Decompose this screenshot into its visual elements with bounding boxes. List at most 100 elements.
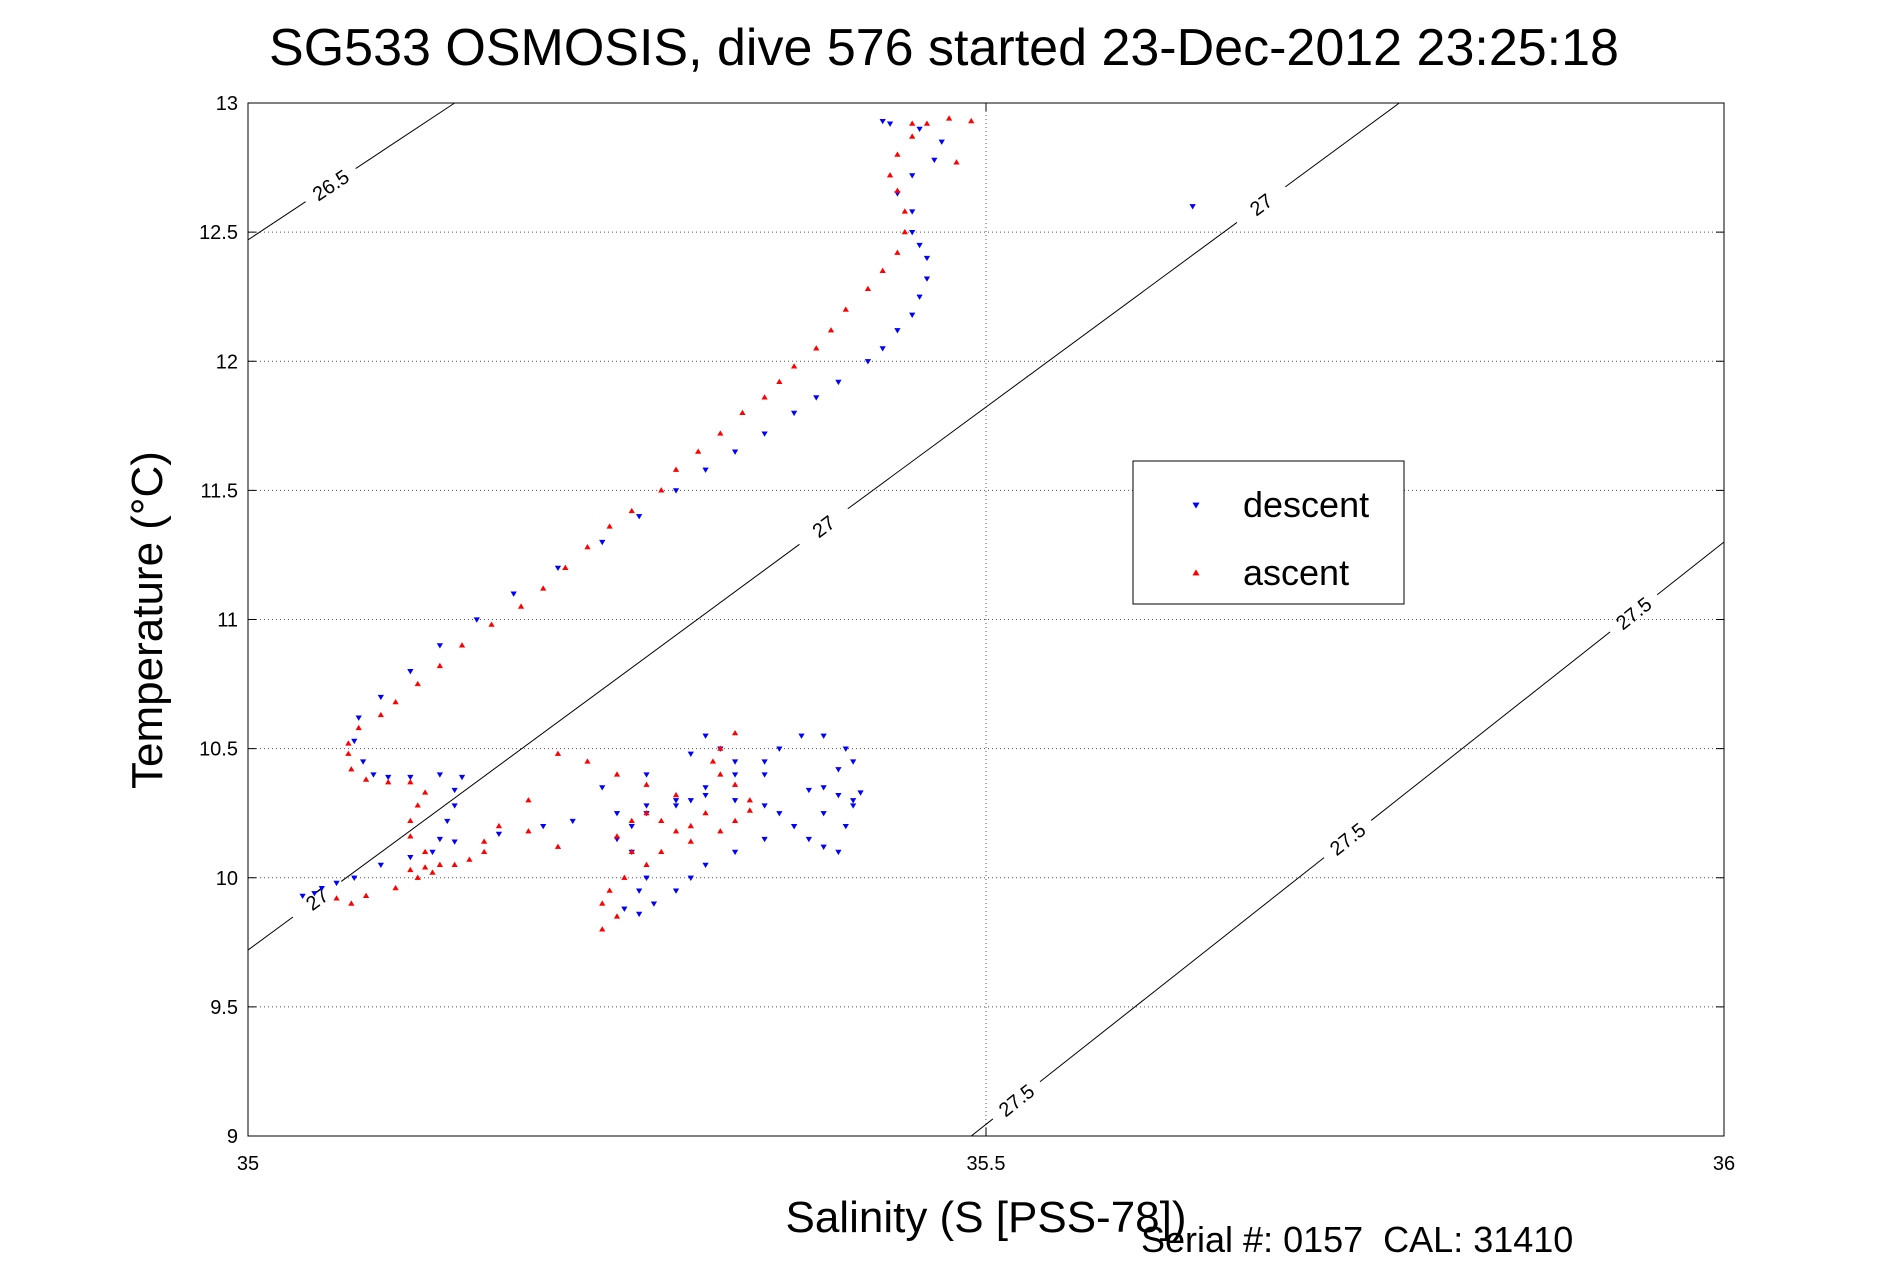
data-point-ascent	[746, 797, 753, 803]
data-point-descent	[1189, 204, 1196, 210]
data-point-ascent	[421, 848, 429, 855]
density-contour-line	[847, 222, 1238, 510]
data-point-ascent	[901, 228, 908, 235]
data-point-ascent	[658, 487, 665, 493]
data-point-descent	[385, 774, 392, 781]
series-descent	[299, 118, 1196, 918]
data-point-ascent	[562, 564, 569, 570]
data-point-ascent	[658, 817, 665, 824]
legend-box	[1132, 460, 1405, 605]
y-tick-label: 11	[217, 610, 238, 632]
data-point-ascent	[407, 817, 414, 824]
data-point-descent	[672, 488, 680, 494]
x-axis-ticks: 35 35.5 36	[237, 103, 1735, 1175]
chart-title: SG533 OSMOSIS, dive 576 started 23-Dec-2…	[269, 19, 1619, 77]
data-point-descent	[776, 811, 783, 817]
data-point-ascent	[968, 117, 975, 124]
data-point-ascent	[407, 833, 414, 839]
data-point-descent	[687, 875, 694, 881]
data-point-descent	[790, 410, 798, 417]
data-point-descent	[360, 759, 367, 765]
data-point-ascent	[421, 864, 429, 870]
data-point-ascent	[362, 776, 370, 782]
series-ascent	[333, 115, 975, 932]
data-point-ascent	[702, 809, 709, 816]
data-point-ascent	[717, 771, 724, 777]
data-point-descent	[850, 803, 857, 809]
data-point-descent	[820, 733, 827, 739]
data-point-descent	[790, 823, 798, 830]
data-point-ascent	[717, 745, 724, 751]
data-point-descent	[864, 359, 872, 365]
data-point-descent	[879, 346, 886, 352]
data-point-descent	[599, 539, 606, 546]
data-point-ascent	[864, 285, 872, 292]
y-tick-label: 12	[216, 351, 238, 373]
data-point-ascent	[606, 887, 613, 893]
data-point-descent	[776, 746, 783, 752]
data-point-descent	[407, 774, 414, 781]
data-point-descent	[451, 839, 458, 845]
data-point-descent	[842, 746, 849, 752]
data-point-ascent	[525, 828, 532, 834]
density-contour-line	[1039, 857, 1325, 1083]
data-point-ascent	[345, 740, 352, 746]
data-point-ascent	[385, 779, 392, 785]
data-point-descent	[628, 823, 635, 830]
data-point-descent	[621, 906, 628, 912]
density-contour-line	[970, 1118, 994, 1137]
data-point-descent	[938, 139, 945, 145]
data-point-descent	[444, 818, 451, 825]
y-tick-label: 13	[216, 93, 238, 115]
data-point-ascent	[731, 729, 739, 736]
data-point-descent	[820, 811, 827, 817]
data-point-ascent	[687, 822, 694, 829]
data-point-ascent	[643, 809, 650, 816]
data-point-ascent	[495, 822, 503, 829]
data-point-ascent	[923, 120, 931, 126]
data-point-descent	[643, 803, 650, 809]
data-point-descent	[879, 118, 886, 125]
data-point-descent	[923, 276, 931, 282]
data-point-descent	[377, 694, 384, 701]
data-point-ascent	[554, 843, 562, 849]
data-point-ascent	[584, 543, 591, 550]
data-point-descent	[761, 772, 768, 778]
data-point-ascent	[436, 861, 444, 867]
data-point-ascent	[879, 267, 886, 273]
data-point-descent	[451, 787, 458, 794]
data-point-descent	[931, 157, 938, 164]
data-point-descent	[702, 792, 709, 799]
data-point-ascent	[717, 828, 724, 834]
data-point-ascent	[414, 802, 421, 808]
data-point-descent	[377, 862, 384, 869]
data-point-descent	[731, 772, 739, 778]
data-point-descent	[909, 209, 916, 215]
data-point-ascent	[488, 621, 495, 627]
data-point-descent	[761, 803, 768, 809]
data-point-ascent	[407, 779, 414, 785]
data-point-ascent	[481, 848, 488, 855]
y-axis-label: Temperature (°C)	[123, 451, 172, 789]
data-point-descent	[510, 591, 517, 597]
data-point-descent	[702, 785, 709, 791]
data-point-descent	[702, 733, 709, 739]
data-point-ascent	[466, 856, 473, 862]
data-point-ascent	[362, 892, 370, 898]
data-point-descent	[850, 798, 857, 804]
data-point-ascent	[613, 913, 621, 919]
data-point-descent	[540, 823, 547, 830]
data-point-ascent	[894, 151, 901, 157]
data-point-descent	[299, 893, 306, 900]
data-point-descent	[569, 818, 576, 825]
data-point-ascent	[628, 817, 635, 824]
data-point-ascent	[621, 874, 628, 880]
data-point-descent	[473, 617, 480, 623]
data-point-descent	[458, 774, 466, 781]
data-point-descent	[636, 911, 643, 918]
data-point-descent	[702, 467, 709, 473]
x-tick-label: 35	[237, 1153, 259, 1175]
data-point-descent	[916, 126, 923, 133]
data-point-ascent	[731, 781, 739, 787]
y-axis-ticks: 9 9.5 10 10.5 11 11.5 12 12.5 13	[199, 93, 1724, 1148]
